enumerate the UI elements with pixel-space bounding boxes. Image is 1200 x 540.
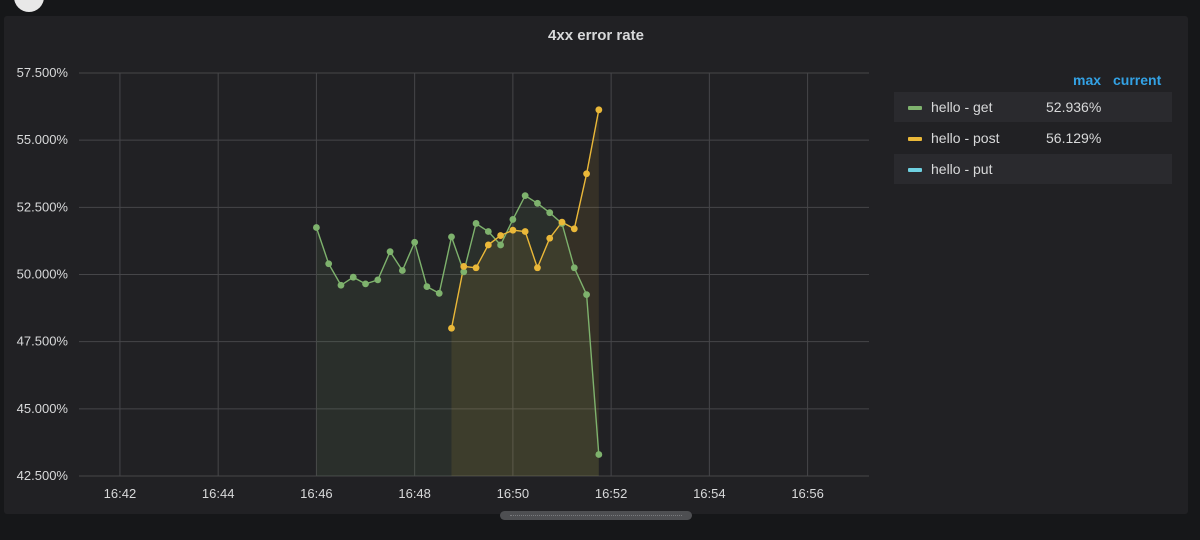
series-fill-hello-post (451, 109, 599, 477)
data-point-hello-get (435, 289, 443, 297)
data-point-hello-post (521, 228, 529, 235)
x-tick-label: 16:52 (595, 486, 628, 501)
x-tick-label: 16:44 (202, 486, 235, 501)
x-tick-label: 16:46 (300, 486, 333, 501)
data-point-hello-get (497, 241, 505, 249)
y-tick-label: 52.500% (17, 199, 69, 214)
data-point-hello-post (448, 324, 455, 332)
horizontal-scrollbar[interactable] (500, 511, 692, 520)
series-fills (316, 109, 599, 477)
legend-item-current: 52.936% (1046, 99, 1102, 115)
data-point-hello-get (386, 248, 394, 256)
data-point-hello-get (448, 233, 455, 241)
legend-item-current: 56.129% (1046, 130, 1102, 146)
data-point-hello-get (583, 291, 590, 299)
data-point-hello-post (509, 226, 517, 234)
data-point-hello-get (423, 283, 431, 290)
series-color-swatch[interactable] (908, 137, 922, 141)
y-tick-label: 47.500% (17, 334, 69, 349)
x-tick-label: 16:50 (497, 486, 530, 501)
y-tick-label: 55.000% (17, 132, 69, 147)
legend-item-hello-post[interactable]: hello - post 56.129% (894, 123, 1172, 153)
data-point-hello-get (521, 192, 529, 200)
graph-panel: 4xx error rate 57.500% 55.000% 52.500% 50.0… (4, 16, 1188, 514)
data-point-hello-get (460, 268, 468, 276)
data-point-hello-post (546, 234, 554, 242)
data-point-hello-get (534, 199, 541, 207)
data-point-hello-get (570, 264, 578, 272)
user-avatar[interactable] (14, 0, 44, 12)
data-point-hello-get (509, 216, 517, 223)
data-point-hello-post (558, 218, 566, 226)
x-tick-label: 16:48 (398, 486, 431, 501)
x-tick-label: 16:54 (693, 486, 726, 501)
x-tick-label: 16:42 (104, 486, 137, 501)
y-tick-label: 45.000% (17, 401, 69, 416)
data-point-hello-get (472, 220, 480, 227)
legend-item-hello-get[interactable]: hello - get 52.936% (894, 92, 1172, 122)
data-point-hello-post (472, 264, 480, 272)
legend-header-current[interactable]: current (1113, 72, 1162, 88)
scrollbar-grip[interactable] (510, 515, 682, 517)
data-point-hello-post (484, 241, 492, 249)
line-chart: 57.500% 55.000% 52.500% 50.000% 47.500% 45.00… (17, 65, 869, 501)
y-tick-label: 50.000% (17, 267, 69, 282)
data-point-hello-get (398, 267, 406, 274)
y-axis-labels: 57.500% 55.000% 52.500% 50.000% 47.500% 45.00… (17, 65, 69, 483)
data-point-hello-get (595, 451, 603, 458)
data-point-hello-get (362, 280, 369, 288)
legend-item-hello-put[interactable]: hello - put (894, 154, 1172, 184)
data-point-hello-post (583, 170, 590, 178)
series-fill-hello-get (316, 195, 599, 476)
data-point-hello-get (411, 238, 419, 246)
data-point-hello-post (460, 263, 468, 270)
data-point-hello-get (349, 273, 357, 281)
x-tick-label: 16:56 (791, 486, 824, 501)
legend-item-label[interactable]: hello - get (931, 99, 993, 115)
data-point-hello-post (534, 264, 541, 272)
legend: max current hello - get 52.936% hello - … (894, 70, 1172, 185)
series-color-swatch[interactable] (908, 168, 922, 172)
data-point-hello-get (325, 260, 333, 268)
legend-header-max[interactable]: max (1073, 72, 1102, 88)
legend-item-label[interactable]: hello - put (931, 161, 993, 177)
legend-header: max current (894, 70, 1172, 92)
data-point-hello-post (570, 225, 578, 233)
x-axis-labels: 16:42 16:44 16:46 16:48 16:50 16:52 16:54 16:56 (104, 486, 824, 501)
series-color-swatch[interactable] (908, 106, 922, 110)
data-point-hello-post (595, 106, 603, 114)
grid-lines (79, 72, 869, 477)
series-points (313, 106, 603, 458)
panel-title[interactable]: 4xx error rate (548, 27, 644, 44)
legend-item-label[interactable]: hello - post (931, 130, 1000, 146)
data-point-hello-get (484, 228, 492, 235)
y-tick-label: 57.500% (17, 65, 69, 80)
data-point-hello-get (374, 276, 382, 284)
data-point-hello-get (337, 281, 345, 289)
data-point-hello-post (497, 232, 505, 239)
data-point-hello-get (313, 224, 320, 231)
y-tick-label: 42.500% (17, 468, 69, 483)
data-point-hello-get (546, 209, 554, 217)
